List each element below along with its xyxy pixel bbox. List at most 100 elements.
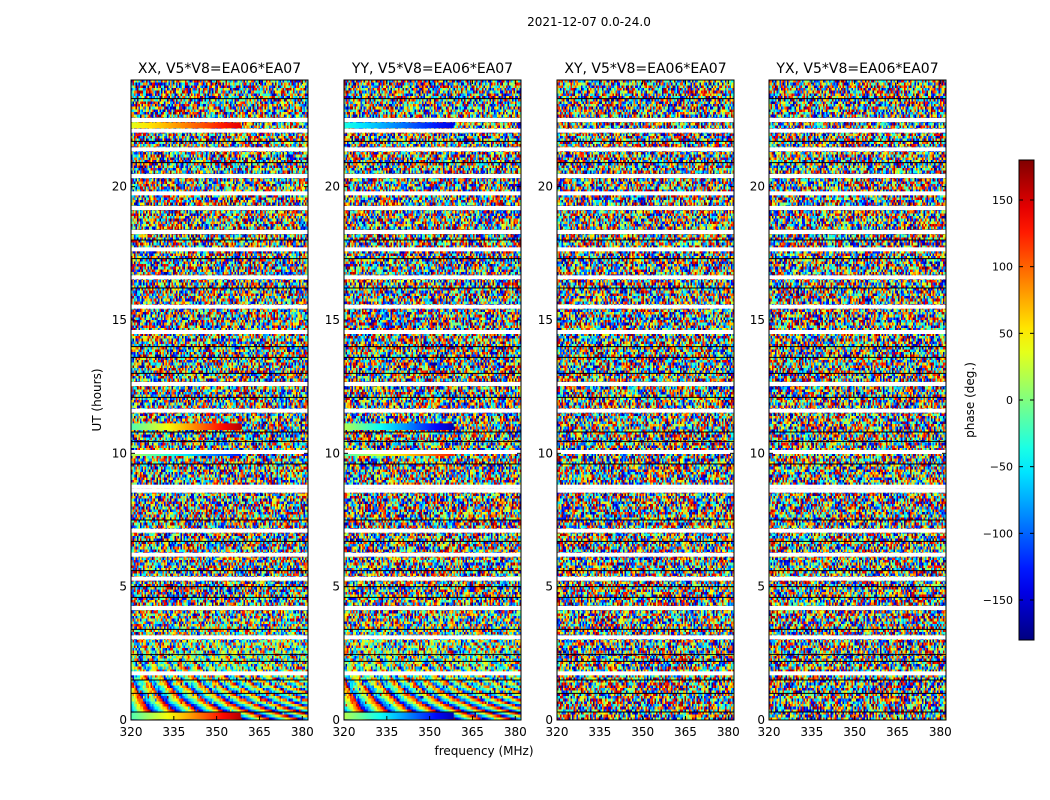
flagged-row <box>344 408 521 413</box>
flagged-row <box>557 382 734 386</box>
x-tick-label: 380 <box>504 725 527 739</box>
panels: XX, V5*V8=EA06*EA07 320 335 350 365 380 0 5 10 15… <box>112 61 952 739</box>
flagged-row <box>344 230 521 234</box>
flagged-row <box>557 247 734 252</box>
flagged-row <box>344 206 521 210</box>
x-tick-label: 365 <box>461 725 484 739</box>
flagged-row <box>557 576 734 581</box>
flagged-row <box>344 576 521 581</box>
y-tick-label: 15 <box>112 313 127 327</box>
phase-heatmap <box>557 80 734 720</box>
flagged-row <box>557 230 734 234</box>
flagged-row <box>769 304 946 309</box>
flagged-row <box>557 484 734 489</box>
panel-frame <box>768 79 947 721</box>
flagged-row <box>131 488 308 493</box>
flagged-row <box>557 671 734 676</box>
flagged-row <box>769 206 946 210</box>
flagged-row <box>131 247 308 252</box>
y-tick-label: 20 <box>538 180 553 194</box>
x-axis-label: frequency (MHz) <box>434 744 533 758</box>
flagged-row <box>131 206 308 210</box>
flagged-row <box>131 671 308 676</box>
flagged-row <box>769 408 946 413</box>
phase-heatmap <box>769 80 946 720</box>
flagged-row <box>769 606 946 610</box>
flagged-row <box>344 606 521 610</box>
flagged-row <box>769 247 946 252</box>
panel-xy: XY, V5*V8=EA06*EA07 320 335 350 365 380 0 5 10 15… <box>538 61 740 739</box>
flagged-row <box>344 528 521 533</box>
y-tick-label: 5 <box>119 580 127 594</box>
flagged-row <box>769 230 946 234</box>
flagged-row <box>344 552 521 557</box>
colorbar-tick-label: −100 <box>983 527 1013 540</box>
y-tick-label: 20 <box>325 180 340 194</box>
panel-frame <box>343 79 522 721</box>
y-tick-label: 10 <box>750 446 765 460</box>
flagged-row <box>131 118 308 122</box>
y-tick-label: 10 <box>112 446 127 460</box>
flagged-row <box>557 191 734 196</box>
flagged-row <box>557 147 734 152</box>
x-tick-label: 335 <box>162 725 185 739</box>
flagged-row <box>557 552 734 557</box>
flagged-row <box>131 382 308 386</box>
panel-title: YY, V5*V8=EA06*EA07 <box>351 61 513 77</box>
y-tick-label: 20 <box>750 180 765 194</box>
flagged-row <box>769 128 946 133</box>
flagged-row <box>344 484 521 489</box>
y-tick-label: 15 <box>538 313 553 327</box>
flagged-row <box>769 635 946 640</box>
x-tick-label: 320 <box>120 725 143 739</box>
flagged-row <box>131 528 308 533</box>
flagged-row <box>131 576 308 581</box>
y-tick-label: 5 <box>757 580 765 594</box>
panel-yx: YX, V5*V8=EA06*EA07 320 335 350 365 380 0 5 10 15… <box>750 61 952 739</box>
flagged-row <box>769 671 946 676</box>
calibrator-band <box>131 122 241 129</box>
x-tick-label: 320 <box>333 725 356 739</box>
figure-title: 2021-12-07 0.0-24.0 <box>527 15 651 29</box>
flagged-row <box>769 275 946 280</box>
y-tick-label: 5 <box>332 580 340 594</box>
phase-heatmap <box>131 80 308 720</box>
flagged-row <box>131 635 308 640</box>
y-tick-label: 0 <box>119 713 127 727</box>
x-tick-label: 380 <box>291 725 314 739</box>
x-tick-label: 365 <box>248 725 271 739</box>
y-tick-label: 5 <box>545 580 553 594</box>
flagged-row <box>557 635 734 640</box>
y-tick-label: 20 <box>112 180 127 194</box>
flagged-row <box>131 450 308 454</box>
panel-title: YX, V5*V8=EA06*EA07 <box>775 61 938 77</box>
flagged-row <box>557 408 734 413</box>
flagged-row <box>131 174 308 178</box>
flagged-row <box>557 488 734 493</box>
panel-frame <box>556 79 735 721</box>
flagged-row <box>344 275 521 280</box>
flagged-row <box>557 450 734 454</box>
calibrator-band <box>131 712 241 720</box>
x-tick-label: 320 <box>546 725 569 739</box>
calibrator-band <box>344 122 454 129</box>
colorbar-tick-label: −50 <box>990 461 1013 474</box>
flagged-row <box>769 484 946 489</box>
x-tick-label: 350 <box>418 725 441 739</box>
flagged-row <box>769 528 946 533</box>
y-tick-label: 0 <box>545 713 553 727</box>
flagged-row <box>344 118 521 122</box>
flagged-row <box>131 191 308 196</box>
flagged-row <box>131 330 308 334</box>
flagged-row <box>557 174 734 178</box>
flagged-row <box>769 147 946 152</box>
flagged-row <box>344 304 521 309</box>
colorbar-tick-label: −150 <box>983 594 1013 607</box>
x-tick-label: 350 <box>843 725 866 739</box>
flagged-row <box>344 450 521 454</box>
y-tick-label: 10 <box>538 446 553 460</box>
flagged-row <box>344 635 521 640</box>
flagged-row <box>344 147 521 152</box>
flagged-row <box>131 230 308 234</box>
calibrator-band <box>131 423 241 430</box>
